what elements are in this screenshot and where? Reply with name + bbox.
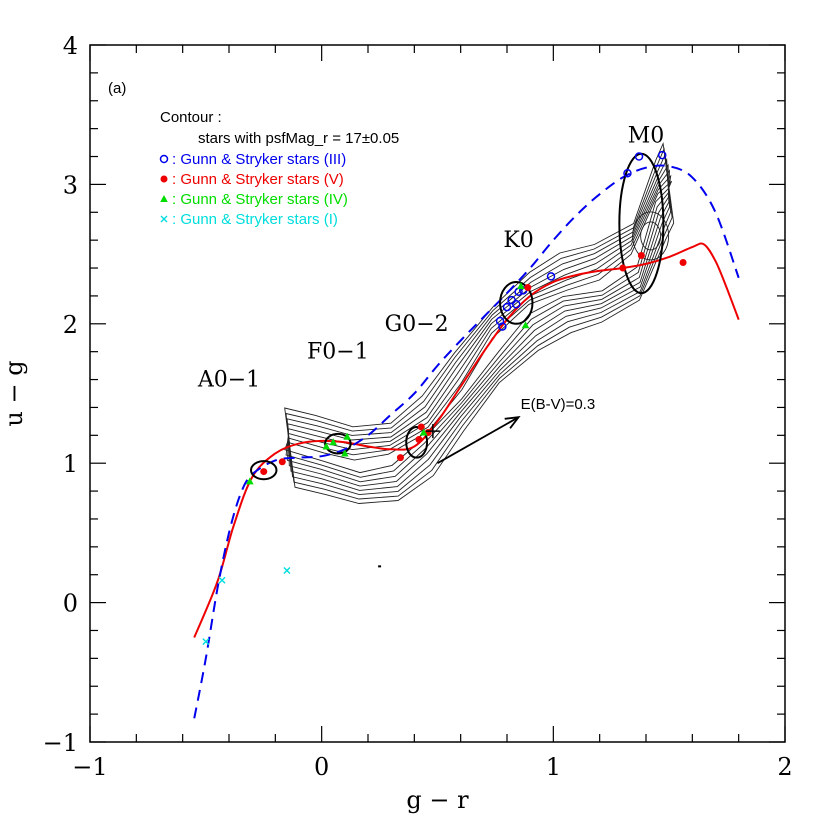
legend-entry-label: : Gunn & Stryker stars (III) <box>172 151 346 168</box>
y-tick-label: 4 <box>63 32 78 60</box>
data-point <box>246 477 254 485</box>
legend-marker <box>160 175 168 183</box>
contour-line <box>287 158 670 491</box>
data-point <box>634 152 644 161</box>
spectral-type-label: F0−1 <box>307 340 369 365</box>
data-point <box>329 438 338 446</box>
data-point <box>619 264 627 272</box>
contour-line <box>286 152 672 496</box>
legend-entry-label: : Gunn & Stryker stars (V) <box>172 171 344 188</box>
plus-marker <box>425 424 440 439</box>
data-point <box>341 449 349 457</box>
x-tick-label: 0 <box>314 753 329 781</box>
panel-label: (a) <box>108 80 126 97</box>
data-point <box>679 258 687 266</box>
data-point <box>322 442 331 450</box>
y-tick-label: −1 <box>43 729 78 757</box>
contour-line <box>284 142 675 504</box>
reddening-arrow-line <box>437 416 520 464</box>
density-contours <box>284 142 675 504</box>
data-point <box>507 295 516 305</box>
spectral-type-label: K0 <box>503 228 533 253</box>
legend-marker <box>159 154 169 164</box>
data-point <box>512 300 521 309</box>
x-axis-label: g − r <box>406 786 469 814</box>
data-point <box>637 251 645 259</box>
spectral-ellipse <box>324 432 352 455</box>
spectral-ellipse <box>499 280 534 325</box>
data-point <box>502 302 512 312</box>
contour-line <box>284 180 673 474</box>
spectral-type-labels: A0−1 F0−1 G0−2 K0 M0 <box>197 124 664 393</box>
data-point <box>419 428 428 436</box>
model-curves <box>193 164 740 719</box>
legend-title: Contour : <box>160 109 222 126</box>
data-point <box>498 322 507 331</box>
spectral-type-label: M0 <box>628 124 665 149</box>
y-tick-label: 1 <box>63 450 78 478</box>
y-axis-label: u − g <box>0 360 28 426</box>
axis-tick-labels: −1 0 1 2 −1 0 1 2 3 4 <box>43 32 793 781</box>
spectral-type-label: G0−2 <box>385 312 449 337</box>
data-point <box>202 638 210 646</box>
y-tick-label: 3 <box>63 171 78 199</box>
legend-entry-label: : Gunn & Stryker stars (I) <box>172 211 338 228</box>
giant-locus-curve <box>193 164 740 719</box>
reddening-vector: E(B-V)=0.3 <box>437 396 596 464</box>
data-point <box>218 576 226 584</box>
x-tick-label: 1 <box>546 753 561 781</box>
x-tick-label: 2 <box>777 753 792 781</box>
data-points <box>202 150 687 646</box>
spectral-type-label: A0−1 <box>197 368 260 393</box>
data-point <box>657 150 667 160</box>
small-dot <box>378 565 382 568</box>
data-point <box>417 423 425 431</box>
data-point <box>514 287 523 296</box>
contour-line <box>285 147 673 500</box>
y-tick-label: 0 <box>63 590 78 618</box>
data-point <box>343 432 351 440</box>
legend-subtitle: stars with psfMag_r = 17±0.05 <box>198 130 399 147</box>
y-tick-label: 2 <box>63 311 78 339</box>
legend: Contour : stars with psfMag_r = 17±0.05 … <box>159 109 399 228</box>
data-point <box>396 454 404 462</box>
data-point <box>517 282 525 290</box>
data-point <box>521 321 530 329</box>
dwarf-locus-curve <box>193 242 740 638</box>
contour-line <box>640 221 662 251</box>
contour-line <box>632 211 670 261</box>
legend-entry-label: : Gunn & Stryker stars (IV) <box>172 191 348 208</box>
data-point <box>260 468 268 476</box>
legend-marker <box>160 195 168 202</box>
contour-line <box>285 174 672 478</box>
legend-entries: : Gunn & Stryker stars (III) : Gunn & Str… <box>159 151 348 228</box>
legend-marker <box>160 215 168 223</box>
axis-ticks <box>89 44 786 743</box>
data-point <box>546 272 556 281</box>
spectral-ellipse <box>250 460 278 481</box>
data-point <box>524 284 532 292</box>
data-point <box>278 458 286 466</box>
data-point <box>415 436 423 444</box>
data-point <box>283 567 291 575</box>
plot-frame <box>89 44 786 743</box>
data-point <box>623 168 632 178</box>
spectral-ellipse <box>405 425 429 459</box>
reddening-vector-label: E(B-V)=0.3 <box>521 396 596 413</box>
x-tick-label: −1 <box>72 753 107 781</box>
reddening-arrow-head <box>504 416 521 429</box>
